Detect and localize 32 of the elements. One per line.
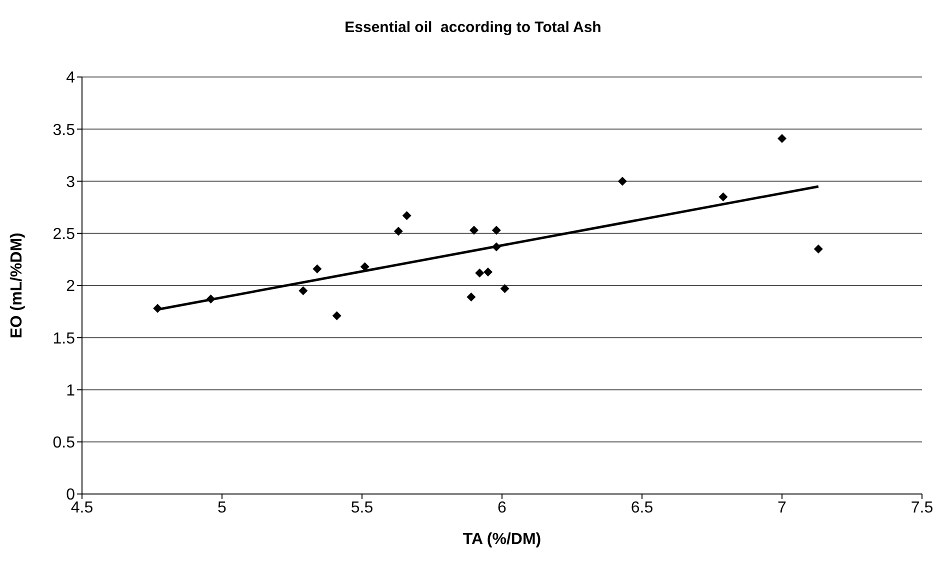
chart-title: Essential oil according to Total Ash bbox=[344, 18, 602, 38]
x-tick-label: 6 bbox=[498, 499, 507, 516]
point bbox=[332, 311, 342, 320]
x-tick-label: 7 bbox=[778, 499, 787, 516]
point bbox=[466, 292, 476, 302]
y-axis-title: EO (mL/%DM) bbox=[8, 232, 26, 338]
y-tick-label: 3 bbox=[66, 174, 76, 191]
point bbox=[492, 226, 501, 235]
point bbox=[470, 226, 478, 235]
point bbox=[394, 226, 403, 236]
x-tick-label: 5.5 bbox=[350, 499, 374, 516]
point bbox=[778, 134, 786, 144]
point bbox=[718, 192, 728, 202]
point bbox=[298, 286, 308, 296]
y-tick-label: 4 bbox=[66, 70, 76, 87]
point bbox=[402, 211, 412, 220]
point bbox=[475, 268, 484, 278]
y-tick-label: 2.5 bbox=[52, 226, 76, 244]
y-tick-label: 0.5 bbox=[52, 434, 76, 452]
y-tick-label: 3.5 bbox=[52, 122, 76, 139]
y-tick-label: 1.5 bbox=[52, 330, 76, 348]
y-tick-label: 1 bbox=[66, 382, 76, 400]
point bbox=[500, 284, 510, 294]
x-tick-label: 5 bbox=[218, 499, 227, 516]
x-tick-label: 7.5 bbox=[910, 499, 934, 516]
point bbox=[618, 176, 627, 186]
x-tick-label: 6.5 bbox=[630, 499, 654, 516]
point bbox=[312, 264, 322, 274]
x-axis-title: TA (%/DM) bbox=[462, 531, 542, 548]
point bbox=[814, 244, 823, 254]
y-tick-label: 2 bbox=[66, 278, 76, 296]
point bbox=[484, 267, 492, 276]
